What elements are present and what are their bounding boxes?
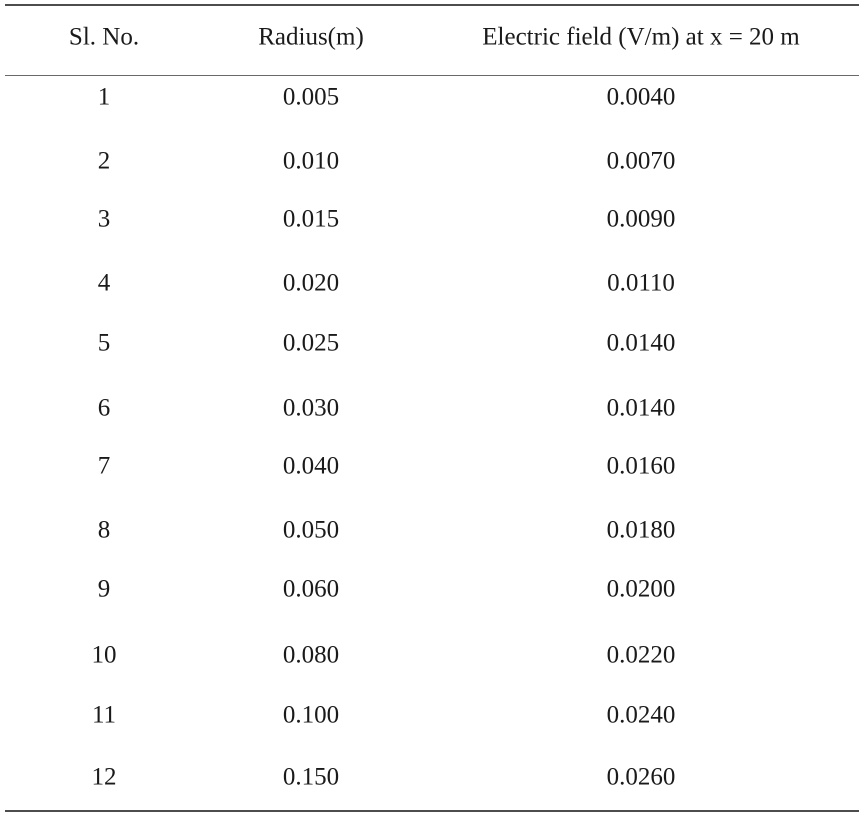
cell-sl-no: 3: [97, 205, 111, 233]
cell-sl-no: 6: [97, 394, 111, 422]
header-radius: Radius(m): [258, 23, 364, 51]
cell-electric-field: 0.0240: [606, 701, 676, 729]
header-electric-field: Electric field (V/m) at x = 20 m: [482, 23, 800, 51]
table-header-rule: [5, 75, 859, 76]
cell-electric-field: 0.0180: [606, 516, 676, 544]
cell-electric-field: 0.0260: [606, 763, 676, 791]
cell-radius: 0.060: [282, 575, 340, 603]
cell-electric-field: 0.0040: [606, 83, 676, 111]
cell-radius: 0.100: [282, 701, 340, 729]
cell-radius: 0.030: [282, 394, 340, 422]
cell-sl-no: 5: [97, 329, 111, 357]
cell-radius: 0.080: [282, 641, 340, 669]
cell-sl-no: 4: [97, 269, 111, 297]
cell-radius: 0.005: [282, 83, 340, 111]
cell-sl-no: 7: [97, 452, 111, 480]
cell-radius: 0.015: [282, 205, 340, 233]
cell-electric-field: 0.0200: [606, 575, 676, 603]
cell-sl-no: 1: [97, 83, 111, 111]
cell-electric-field: 0.0140: [606, 394, 676, 422]
cell-electric-field: 0.0090: [606, 205, 676, 233]
cell-radius: 0.020: [282, 269, 340, 297]
cell-radius: 0.150: [282, 763, 340, 791]
table-top-rule: [5, 4, 859, 6]
cell-sl-no: 11: [91, 701, 117, 729]
cell-sl-no: 2: [97, 147, 111, 175]
cell-radius: 0.025: [282, 329, 340, 357]
cell-electric-field: 0.0070: [606, 147, 676, 175]
table-bottom-rule: [5, 810, 859, 812]
cell-electric-field: 0.0140: [606, 329, 676, 357]
cell-radius: 0.050: [282, 516, 340, 544]
cell-electric-field: 0.0220: [606, 641, 676, 669]
cell-sl-no: 10: [91, 641, 117, 669]
cell-radius: 0.040: [282, 452, 340, 480]
cell-electric-field: 0.0160: [606, 452, 676, 480]
cell-sl-no: 8: [97, 516, 111, 544]
cell-radius: 0.010: [282, 147, 340, 175]
cell-electric-field: 0.0110: [607, 269, 675, 297]
cell-sl-no: 9: [97, 575, 111, 603]
cell-sl-no: 12: [91, 763, 117, 791]
header-sl-no: Sl. No.: [68, 23, 140, 51]
